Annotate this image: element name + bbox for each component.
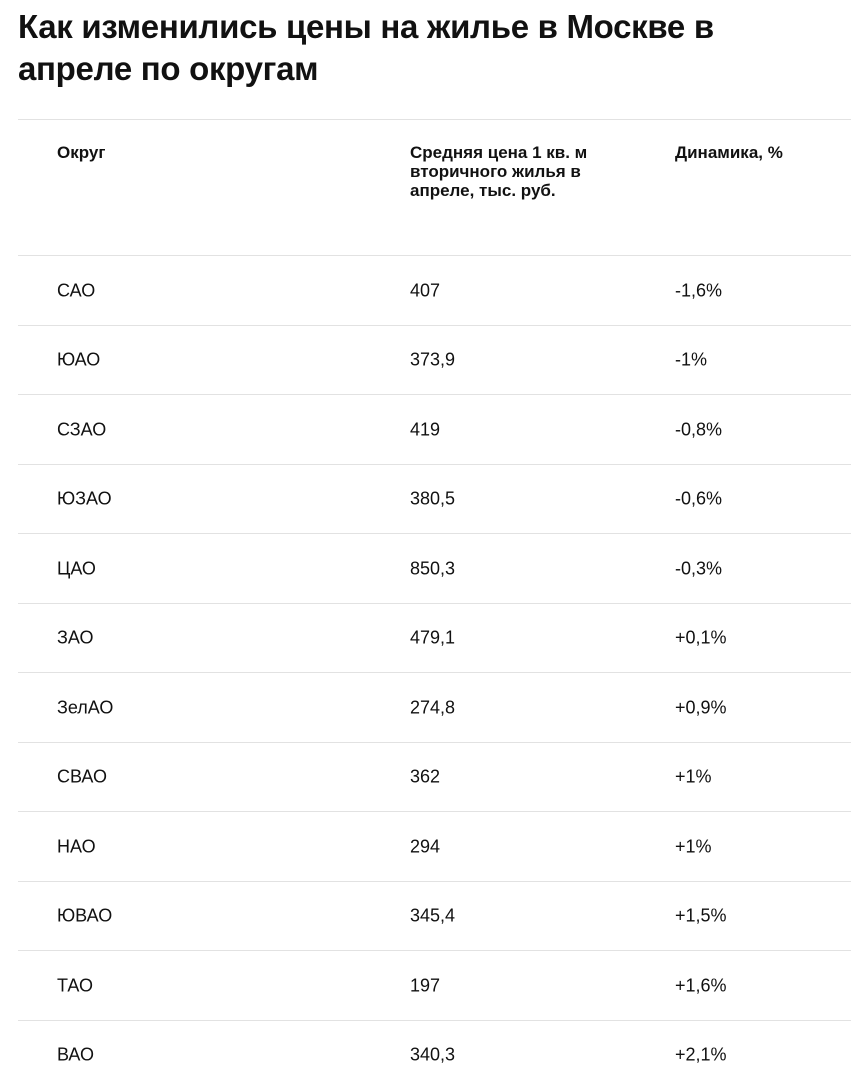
table-row: ЮЗАО 380,5 -0,6%	[18, 464, 851, 535]
table-cell: ТАО	[57, 975, 93, 996]
table-cell: 479,1	[410, 628, 455, 649]
table-cell: ЮВАО	[57, 906, 112, 927]
column-header: Округ	[57, 143, 357, 162]
table-row: НАО 294 +1%	[18, 811, 851, 882]
table-cell: 380,5	[410, 489, 455, 510]
table-row: ВАО 340,3 +2,1%	[18, 1020, 851, 1090]
table-cell: -0,8%	[675, 419, 722, 440]
table-cell: 850,3	[410, 558, 455, 579]
header-row: Округ Средняя цена 1 кв. м вторичного жил…	[18, 119, 851, 256]
table-cell: 362	[410, 767, 440, 788]
table-cell: 274,8	[410, 697, 455, 718]
title: Как изменились цены на жилье в Москве в …	[18, 6, 818, 90]
table-cell: ЦАО	[57, 558, 96, 579]
table-cell: ЗАО	[57, 628, 93, 649]
table-cell: -0,6%	[675, 489, 722, 510]
table-cell: 294	[410, 836, 440, 857]
table-cell: ВАО	[57, 1045, 94, 1066]
table-cell: +1,6%	[675, 975, 727, 996]
table-row: СЗАО 419 -0,8%	[18, 394, 851, 465]
table-cell: +0,9%	[675, 697, 727, 718]
table-row: САО 407 -1,6%	[18, 255, 851, 326]
table-cell: ЗелАО	[57, 697, 113, 718]
table-cell: 407	[410, 280, 440, 301]
table-row: ТАО 197 +1,6%	[18, 950, 851, 1021]
table-cell: -1,6%	[675, 280, 722, 301]
table-cell: САО	[57, 280, 95, 301]
table-cell: СЗАО	[57, 419, 106, 440]
table-cell: 340,3	[410, 1045, 455, 1066]
table-row: ЮАО 373,9 -1%	[18, 325, 851, 396]
table-cell: 373,9	[410, 350, 455, 371]
table-row: ЦАО 850,3 -0,3%	[18, 533, 851, 604]
table-cell: -0,3%	[675, 558, 722, 579]
table-row: СВАО 362 +1%	[18, 742, 851, 813]
table-cell: +1%	[675, 836, 712, 857]
table-cell: +1,5%	[675, 906, 727, 927]
table-cell: +0,1%	[675, 628, 727, 649]
column-header: Динамика, %	[675, 143, 845, 162]
table-row: ЗелАО 274,8 +0,9%	[18, 672, 851, 743]
table-cell: ЮЗАО	[57, 489, 112, 510]
table-cell: 419	[410, 419, 440, 440]
table-row: ЗАО 479,1 +0,1%	[18, 603, 851, 674]
table-cell: 197	[410, 975, 440, 996]
table-cell: СВАО	[57, 767, 107, 788]
column-header: Средняя цена 1 кв. м вторичного жилья в …	[410, 143, 600, 200]
table-cell: ЮАО	[57, 350, 100, 371]
table-cell: -1%	[675, 350, 707, 371]
table-row: ЮВАО 345,4 +1,5%	[18, 881, 851, 952]
table-cell: НАО	[57, 836, 96, 857]
table-cell: +1%	[675, 767, 712, 788]
table-cell: +2,1%	[675, 1045, 727, 1066]
table-cell: 345,4	[410, 906, 455, 927]
